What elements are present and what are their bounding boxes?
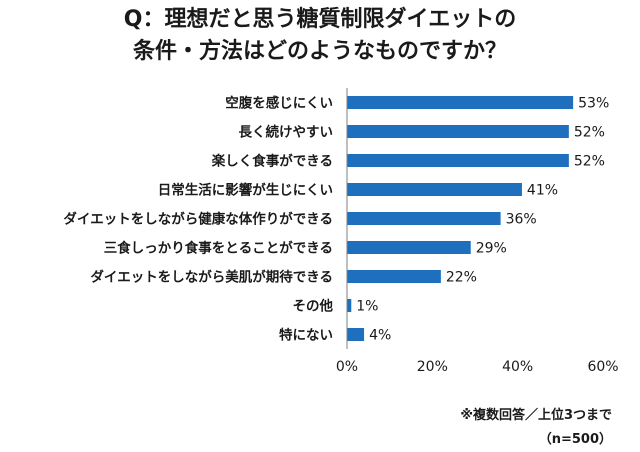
category-label: その他 bbox=[293, 298, 334, 315]
category-label: 楽しく食事ができる bbox=[211, 153, 333, 170]
x-tick-label: 60% bbox=[587, 359, 618, 375]
category-label: ダイエットをしながら健康な体作りができる bbox=[63, 211, 333, 228]
value-label: 52% bbox=[574, 125, 605, 141]
value-label: 29% bbox=[476, 241, 507, 257]
x-tick-label: 0% bbox=[336, 359, 358, 375]
value-label: 36% bbox=[506, 212, 537, 228]
bar bbox=[347, 299, 352, 312]
category-label: 長く続けやすい bbox=[239, 124, 334, 141]
category-label: 特にない bbox=[279, 327, 333, 344]
bar bbox=[347, 125, 569, 138]
category-label: 空腹を感じにくい bbox=[225, 95, 333, 112]
bar bbox=[347, 183, 522, 196]
value-label: 53% bbox=[578, 96, 609, 112]
sample-size-note: （n=500） bbox=[538, 432, 612, 447]
category-label: 三食しっかり食事をとることができる bbox=[104, 240, 333, 257]
value-label: 1% bbox=[356, 299, 378, 315]
bar bbox=[347, 212, 501, 225]
bar bbox=[347, 328, 365, 341]
footnote-multiple-answers: ※複数回答／上位3つまで bbox=[460, 408, 612, 423]
bar bbox=[347, 154, 569, 167]
x-tick-label: 20% bbox=[417, 359, 448, 375]
value-label: 52% bbox=[574, 154, 605, 170]
bar bbox=[347, 270, 441, 283]
chart-title-line-2: 条件・方法はどのようなものですか？ bbox=[132, 39, 507, 64]
category-label: 日常生活に影響が生じにくい bbox=[158, 182, 333, 199]
chart-title-line-1: Q：理想だと思う糖質制限ダイエットの bbox=[123, 7, 517, 32]
value-label: 4% bbox=[369, 328, 391, 344]
value-label: 22% bbox=[446, 270, 477, 286]
bar bbox=[347, 241, 471, 254]
category-label: ダイエットをしながら美肌が期待できる bbox=[90, 269, 333, 286]
x-tick-label: 40% bbox=[502, 359, 533, 375]
value-label: 41% bbox=[527, 183, 558, 199]
bar bbox=[347, 96, 574, 109]
